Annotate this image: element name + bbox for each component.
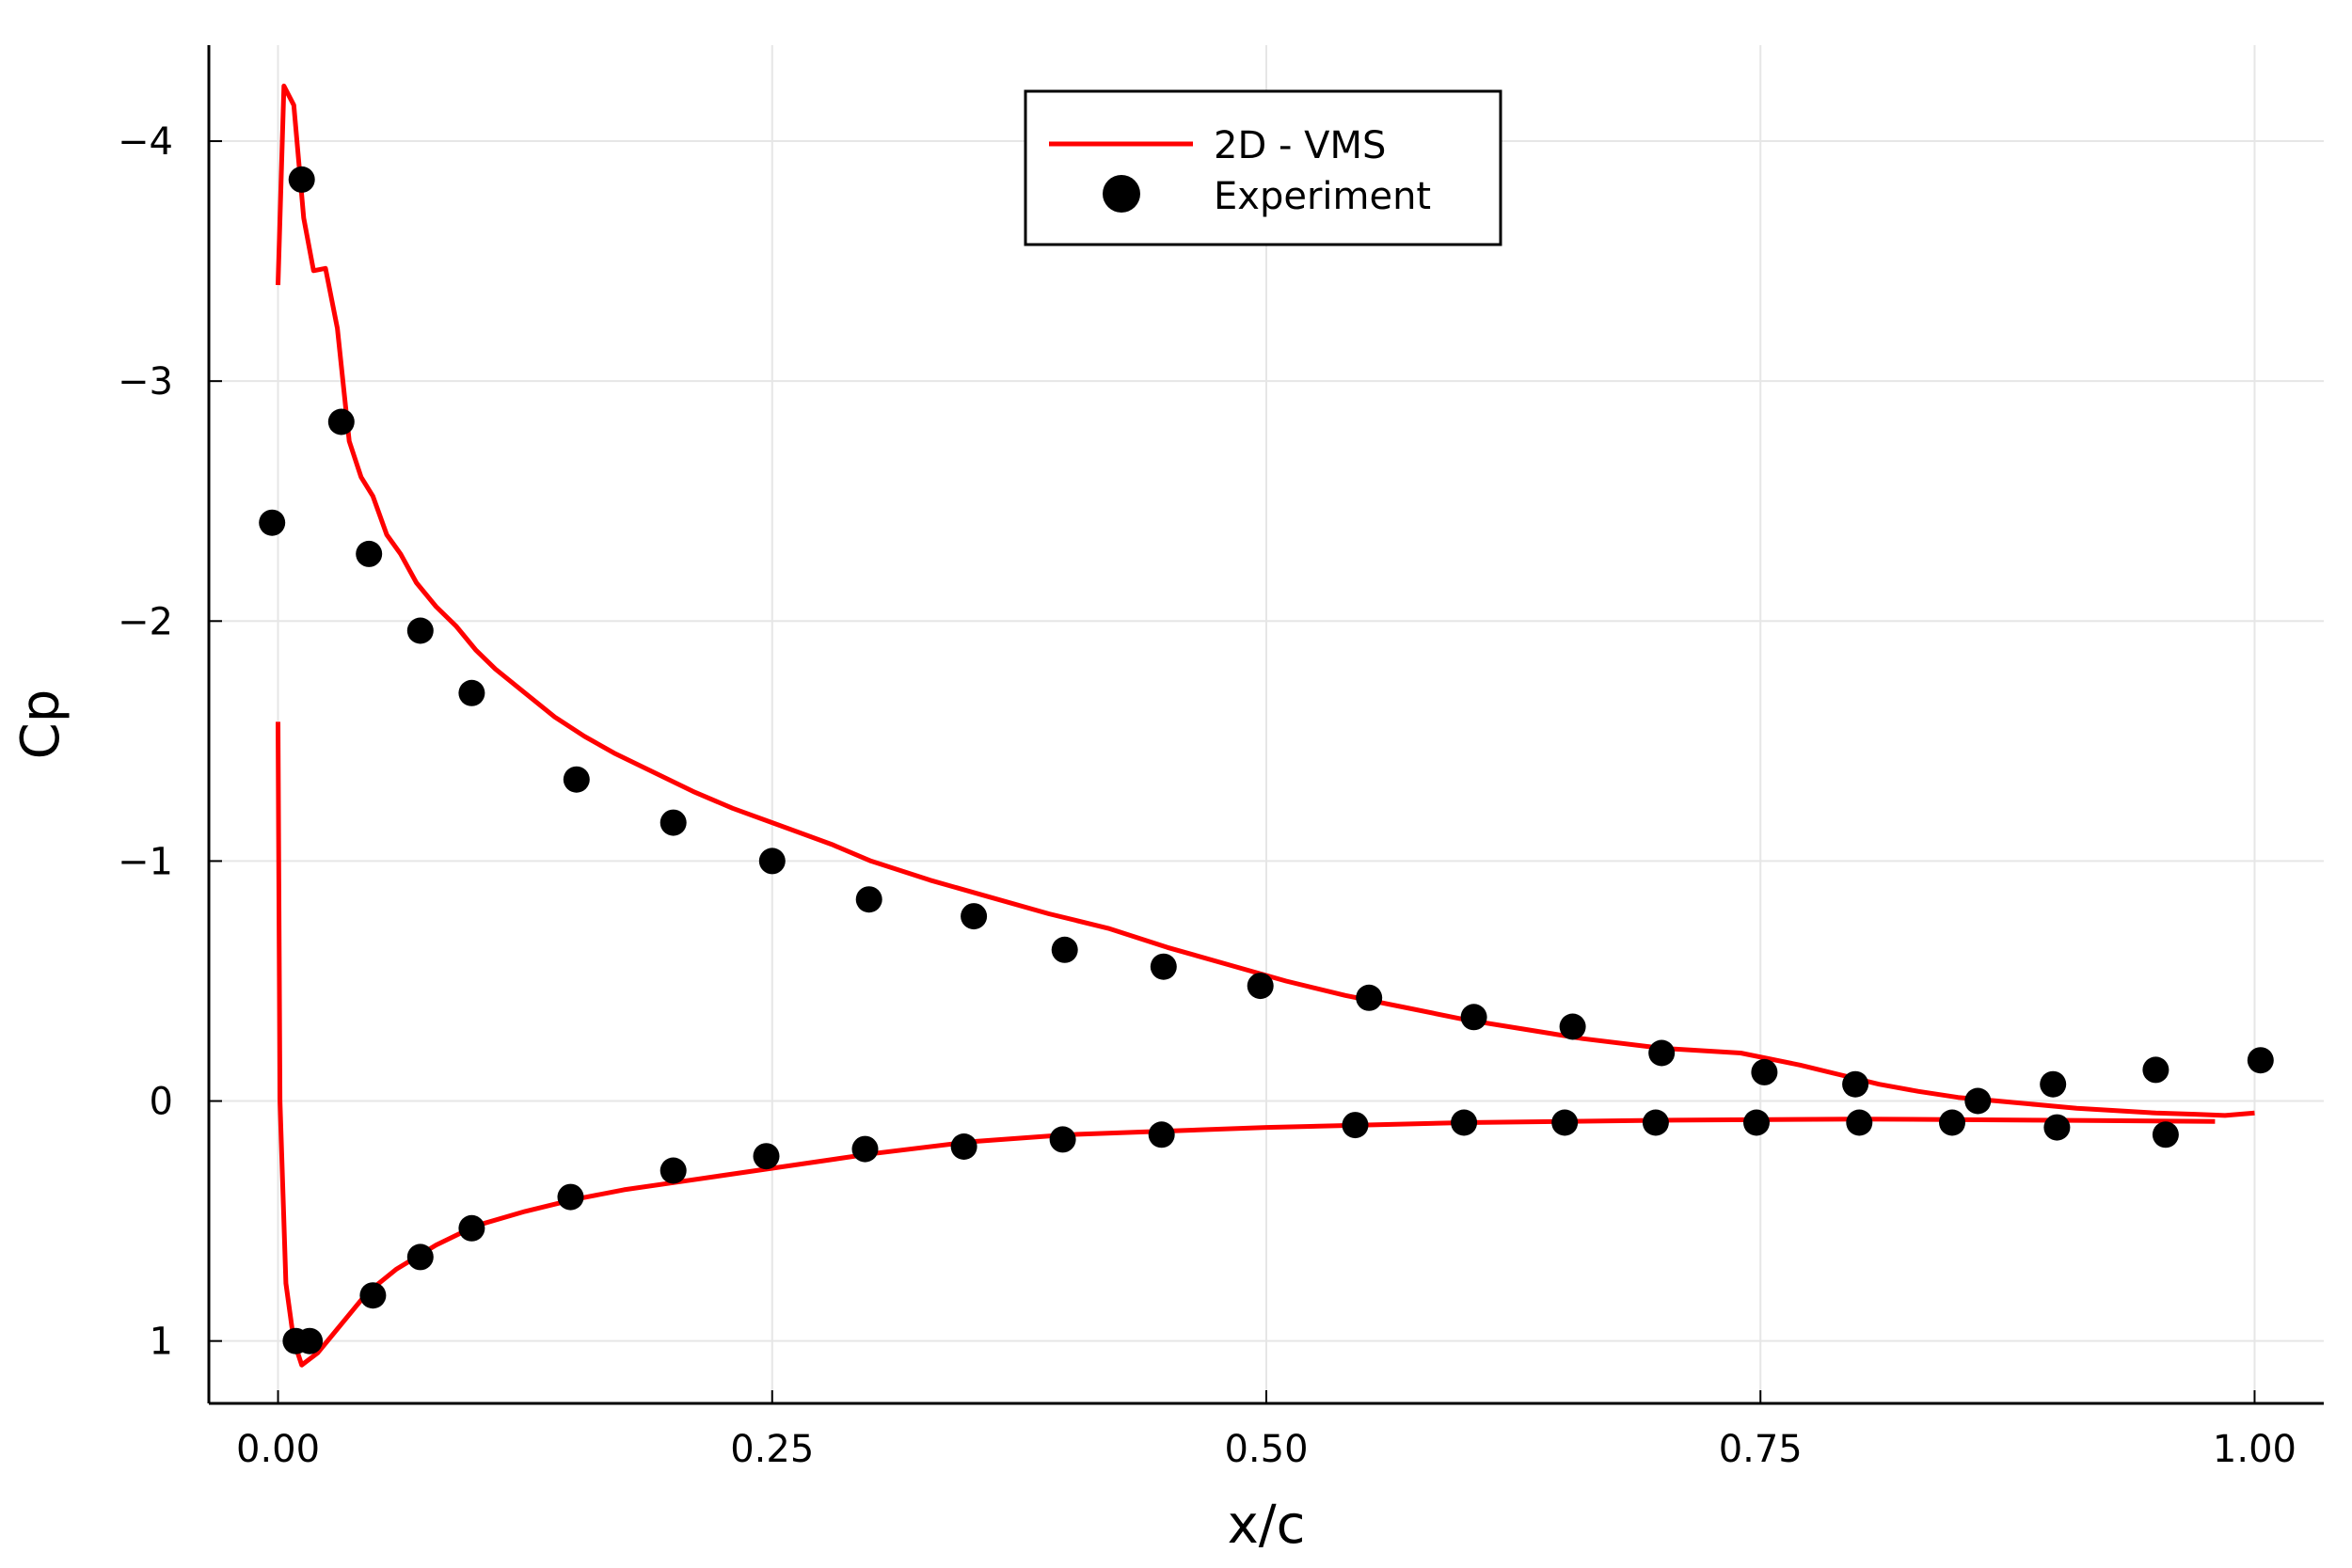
experiment-point [1743, 1109, 1770, 1136]
y-tick-label: 1 [150, 1321, 173, 1364]
x-tick-label: 0.75 [1719, 1428, 1803, 1471]
experiment-point [1051, 936, 1078, 963]
x-tick-label: 1.00 [2213, 1428, 2296, 1471]
experiment-point [1148, 1121, 1175, 1148]
experiment-point [327, 408, 355, 436]
experiment-point [1342, 1112, 1369, 1139]
experiment-point [2247, 1047, 2274, 1074]
legend-marker-swatch [1103, 175, 1140, 213]
legend: 2D - VMS Experiment [1024, 89, 1502, 246]
y-tick-label: −2 [118, 600, 173, 643]
y-tick-label: −3 [118, 360, 173, 404]
experiment-point [557, 1183, 584, 1211]
experiment-point [1551, 1109, 1579, 1136]
experiment-point [288, 166, 315, 193]
experiment-point [660, 1157, 687, 1184]
experiment-point [1842, 1070, 1869, 1098]
y-tick-label: −1 [118, 840, 173, 883]
experiment-point [1559, 1013, 1586, 1040]
experiment-point [563, 766, 590, 793]
experiment-point [1460, 1004, 1487, 1031]
plot-series [259, 83, 2274, 1368]
x-tick-label: 0.50 [1224, 1428, 1308, 1471]
experiment-point [1150, 953, 1177, 980]
experiment-point [660, 809, 687, 836]
experiment-point [2142, 1056, 2169, 1084]
experiment-point [296, 1327, 324, 1354]
tick-labels: 0.00 0.25 0.50 0.75 1.00 −4 −3 −2 −1 0 1 [118, 120, 2296, 1471]
legend-label-vms: 2D - VMS [1214, 124, 1386, 167]
experiment-point [1356, 984, 1383, 1011]
experiment-point [1964, 1087, 1992, 1115]
experiment-point [1751, 1058, 1778, 1085]
x-axis-label: x/c [1228, 1495, 1306, 1556]
experiment-point [259, 509, 286, 536]
experiment-point [359, 1282, 387, 1309]
experiment-point [406, 1243, 434, 1271]
experiment-point [1939, 1109, 1965, 1136]
experiment-point [1451, 1109, 1478, 1136]
experiment-point [458, 679, 485, 706]
experiment-point [1049, 1126, 1076, 1153]
legend-label-experiment: Experiment [1214, 175, 1431, 218]
y-axis-label: Cp [10, 689, 72, 760]
experiment-point [1247, 973, 1274, 1000]
experiment-point [961, 903, 988, 930]
experiment-point [855, 886, 882, 913]
experiment-point [2043, 1114, 2071, 1141]
experiment-point [2152, 1121, 2179, 1148]
experiment-point [758, 847, 786, 875]
y-tick-label: 0 [150, 1081, 173, 1124]
x-tick-label: 0.25 [730, 1428, 814, 1471]
x-tick-label: 0.00 [236, 1428, 320, 1471]
experiment-point [406, 617, 434, 644]
experiment-point [1648, 1039, 1676, 1067]
experiment-point [1642, 1109, 1669, 1136]
experiment-point [2040, 1070, 2067, 1098]
experiment-point [356, 540, 383, 567]
experiment-point [458, 1214, 485, 1242]
y-tick-label: −4 [118, 120, 173, 164]
vms-line-segment [276, 83, 2255, 1118]
experiment-point [950, 1133, 977, 1160]
experiment-point [753, 1143, 780, 1170]
experiment-point [851, 1135, 879, 1163]
experiment-point [1846, 1109, 1873, 1136]
legend-box [1024, 89, 1502, 246]
